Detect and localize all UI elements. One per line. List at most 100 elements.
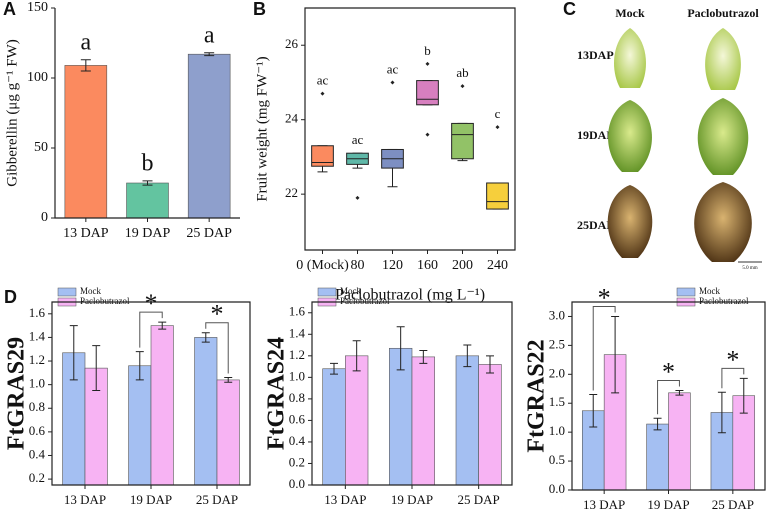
axis-frame — [304, 7, 516, 251]
x-tick-label: 0 (Mock) — [296, 258, 349, 273]
fruit-photo — [694, 182, 752, 262]
error-bar — [653, 417, 662, 431]
y-tick-label: 1.4 — [29, 328, 46, 343]
bar — [646, 423, 669, 491]
box — [416, 80, 439, 106]
significance-bracket — [139, 311, 163, 348]
legend-label: Paclobutrazol — [699, 296, 749, 306]
y-tick-label: 1.2 — [289, 347, 305, 362]
bar — [322, 368, 346, 486]
error-bar — [330, 362, 338, 375]
x-tick-label: 13 DAP — [324, 492, 366, 507]
row-label: 13DAP — [577, 48, 614, 62]
x-tick-label: 19 DAP — [391, 492, 433, 507]
bar — [126, 182, 169, 219]
bar — [150, 325, 174, 486]
x-tick-label: 13 DAP — [583, 497, 625, 512]
axis-frame — [571, 301, 766, 491]
x-tick-label: 240 — [487, 258, 508, 273]
outlier — [425, 132, 430, 137]
x-tick-label: 19 DAP — [125, 226, 171, 241]
bar — [478, 364, 502, 486]
significance-star: * — [726, 345, 739, 374]
x-tick-label: 200 — [452, 258, 473, 273]
y-tick-label: 2.0 — [549, 365, 565, 380]
whisker — [352, 164, 363, 169]
error-bar — [69, 325, 78, 381]
outlier — [390, 80, 395, 85]
fruit-photo — [705, 28, 741, 90]
bar — [668, 392, 691, 491]
y-tick-label: 0.4 — [289, 433, 306, 448]
y-tick-label: 0.4 — [29, 446, 46, 461]
outlier — [425, 61, 430, 66]
x-tick-label: 19 DAP — [130, 492, 172, 507]
significance-letter: b — [424, 43, 431, 58]
legend-label: Mock — [340, 286, 361, 296]
y-axis-label: FtGRAS29 — [4, 337, 30, 450]
legend-swatch — [317, 287, 337, 297]
panel-letter: C — [563, 0, 576, 19]
bar — [194, 337, 218, 486]
significance-letter: ac — [317, 73, 329, 88]
legend-label: Paclobutrazol — [340, 296, 390, 306]
significance-bracket — [592, 305, 616, 391]
error-bar — [611, 315, 620, 394]
y-tick-label: 1.0 — [549, 423, 565, 438]
box — [486, 182, 509, 210]
error-bar — [80, 59, 91, 72]
outlier — [320, 91, 325, 96]
y-axis-label: Fruit weight (mg FW⁻¹) — [254, 56, 270, 201]
column-label: Mock — [615, 6, 645, 20]
y-tick-label: 1.0 — [289, 368, 305, 383]
error-bar — [717, 391, 726, 434]
error-bar — [589, 394, 598, 428]
error-bar — [463, 344, 472, 368]
y-tick-label: 0.8 — [29, 399, 45, 414]
error-bar — [135, 351, 144, 381]
legend-label: Paclobutrazol — [80, 296, 130, 306]
box — [311, 145, 334, 167]
y-tick-label: 0.8 — [289, 390, 305, 405]
y-tick-label: 0.6 — [289, 411, 306, 426]
bar — [216, 379, 240, 486]
panel-letter: A — [3, 0, 16, 19]
scale-label: 5.0 mm — [742, 266, 757, 271]
error-bar — [739, 377, 748, 414]
error-bar — [675, 390, 684, 396]
bar — [455, 355, 479, 486]
outlier — [355, 195, 360, 200]
fruit-photo — [614, 28, 646, 88]
x-tick-label: 13 DAP — [63, 226, 109, 241]
y-tick-label: 22 — [285, 185, 298, 200]
error-bar — [396, 326, 405, 371]
y-tick-label: 1.4 — [289, 325, 306, 340]
y-tick-label: 0.6 — [29, 423, 46, 438]
significance-letter: c — [495, 106, 501, 121]
x-tick-label: 13 DAP — [64, 492, 106, 507]
bar — [128, 365, 152, 486]
axis-frame — [51, 301, 251, 486]
x-tick-label: 25 DAP — [196, 492, 238, 507]
row-label: 25DAP — [577, 218, 614, 232]
y-tick-label: 100 — [27, 70, 48, 85]
significance-letter: a — [204, 22, 215, 48]
y-tick-label: 1.6 — [289, 304, 306, 319]
x-tick-label: 25 DAP — [458, 492, 500, 507]
panel-letter: D — [4, 287, 17, 307]
x-tick-label: 160 — [417, 258, 438, 273]
y-tick-label: 1.5 — [549, 394, 565, 409]
significance-bracket — [657, 380, 680, 415]
y-tick-label: 0.5 — [549, 452, 565, 467]
column-label: Paclobutrazol — [687, 6, 759, 20]
panel-letter: B — [253, 0, 266, 19]
y-tick-label: 1.6 — [29, 305, 46, 320]
fruit-photo — [697, 98, 749, 175]
error-bar — [224, 377, 233, 383]
y-tick-label: 1.2 — [29, 352, 45, 367]
error-bar — [352, 340, 361, 372]
y-tick-label: 0.2 — [289, 454, 305, 469]
significance-star: * — [598, 283, 611, 312]
